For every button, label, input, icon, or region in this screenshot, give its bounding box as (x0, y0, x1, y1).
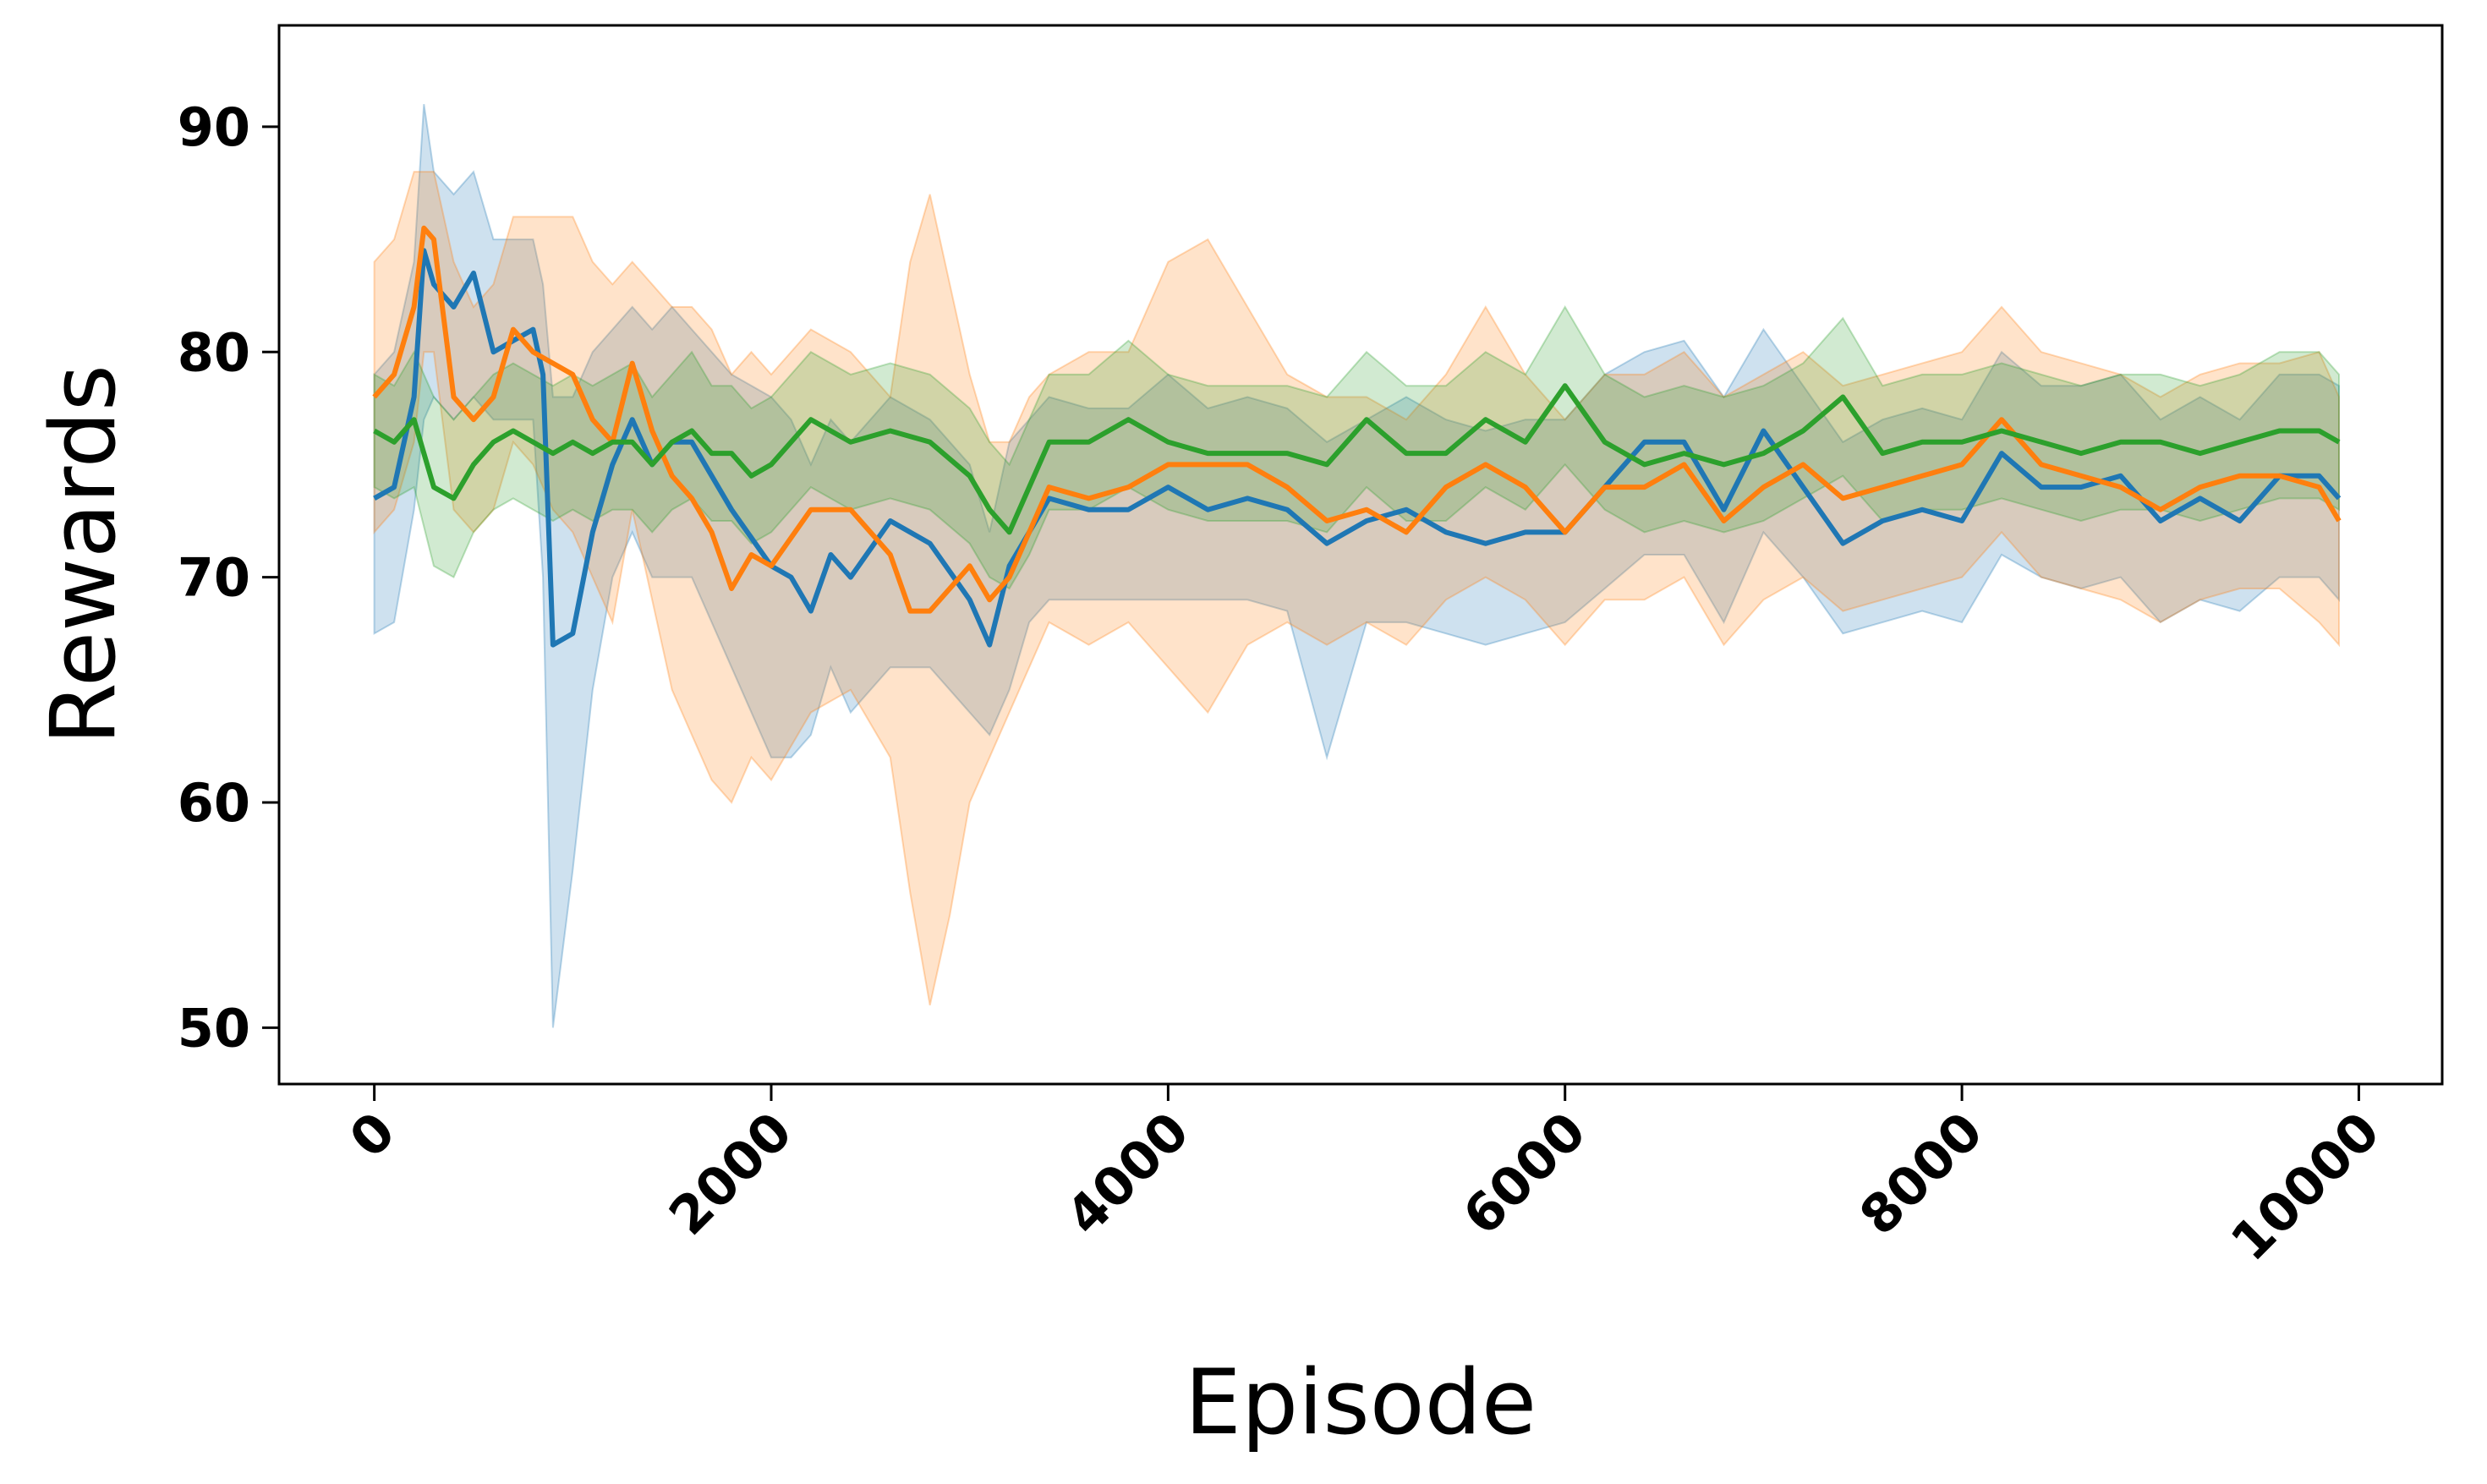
series-3-line (373, 383, 2341, 535)
y-axis: 50 60 70 80 90 (178, 96, 279, 1059)
x-axis-title: Episode (1185, 1350, 1537, 1454)
y-tick-label: 70 (178, 547, 250, 609)
x-tick-label: 10000 (2219, 1100, 2391, 1273)
series-2-line (372, 225, 2342, 614)
x-tick-label: 8000 (1848, 1100, 1995, 1247)
confidence-bands (373, 104, 2340, 1028)
series-lines (372, 225, 2342, 648)
series-1-line (373, 248, 2342, 648)
x-tick-label: 2000 (657, 1100, 804, 1247)
y-tick-label: 50 (178, 997, 250, 1059)
series-1-band (373, 104, 2340, 1028)
series-2-band (373, 171, 2340, 1006)
x-tick-label: 0 (337, 1100, 407, 1169)
plot-frame (277, 24, 2444, 1086)
y-tick-label: 60 (178, 772, 250, 834)
x-tick-label: 4000 (1054, 1100, 1201, 1247)
y-tick-label: 90 (178, 96, 250, 158)
series-3-band (373, 305, 2340, 590)
y-axis-title: Rewards (31, 364, 135, 745)
y-tick-label: 80 (178, 321, 250, 383)
x-axis: 0 2000 4000 6000 8000 10000 (337, 1084, 2391, 1273)
x-tick-label: 6000 (1451, 1100, 1598, 1247)
